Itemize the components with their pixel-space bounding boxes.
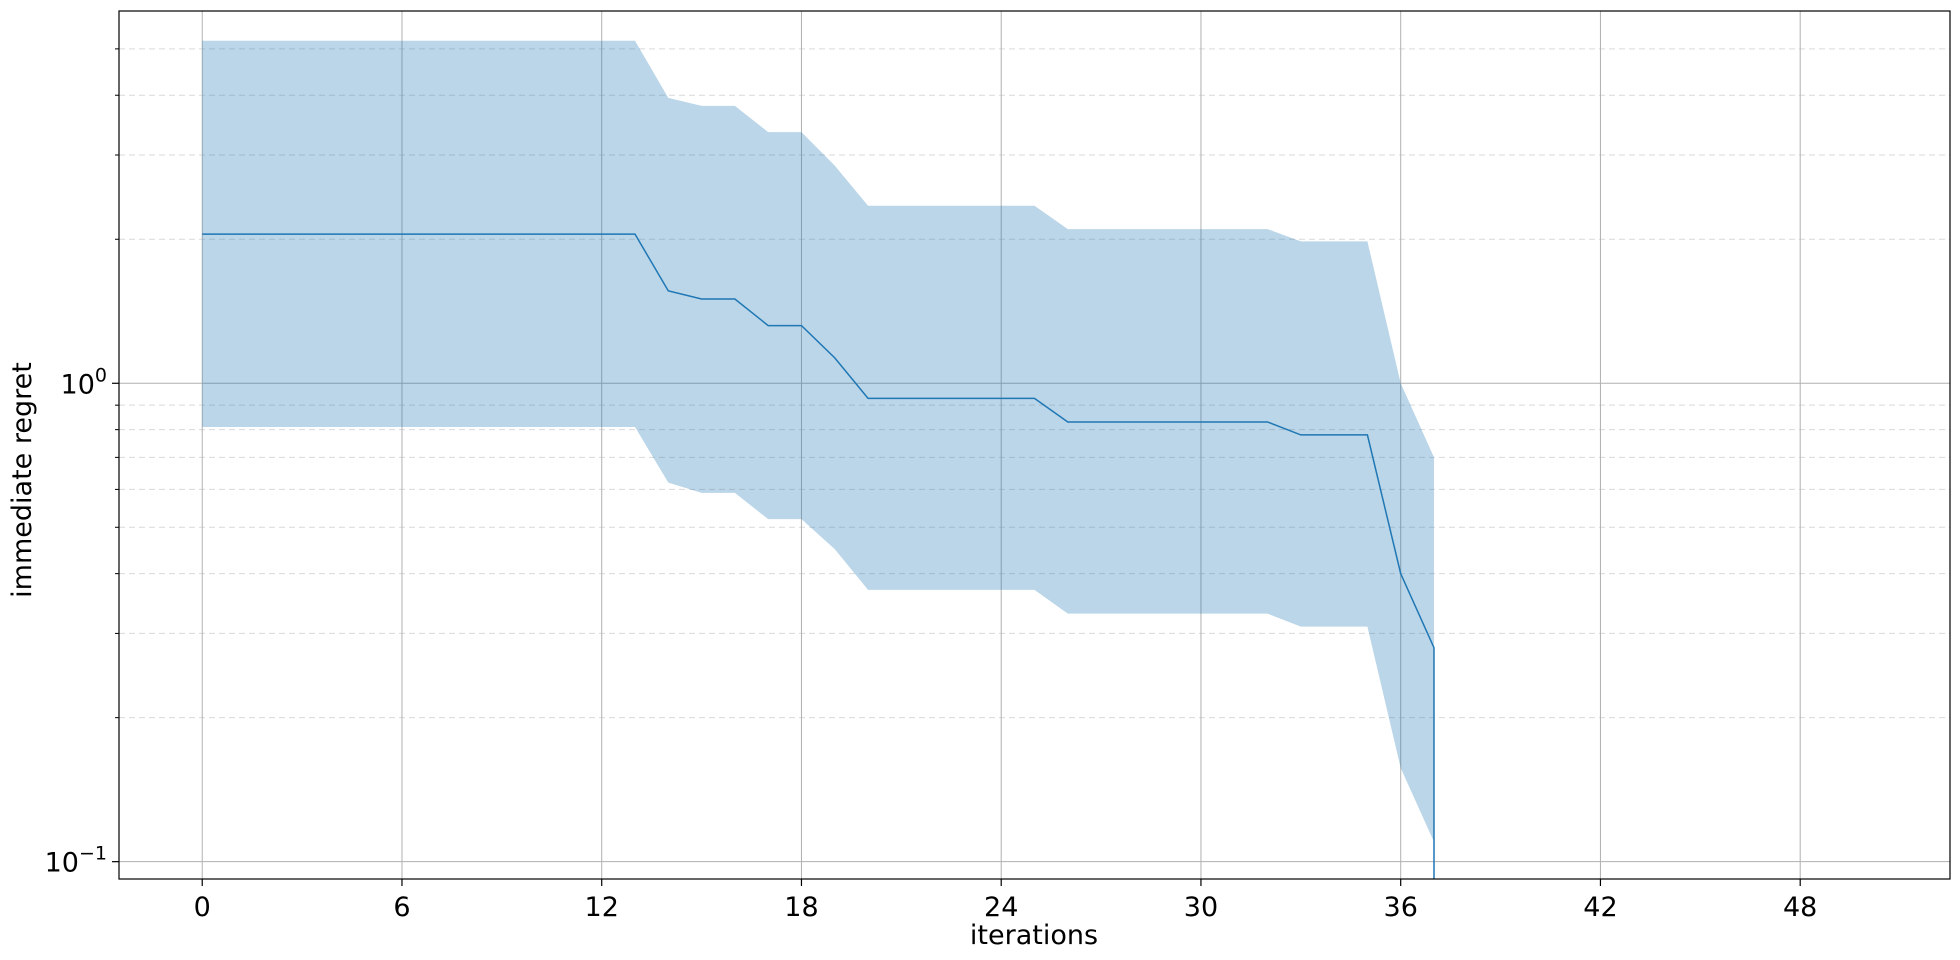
x-tick-label: 36 — [1384, 892, 1418, 923]
y-axis-label: immediate regret — [7, 362, 38, 598]
plot-area — [202, 40, 1435, 879]
x-tick-label: 48 — [1783, 892, 1817, 923]
x-tick-label: 42 — [1583, 892, 1617, 923]
plot-frame — [118, 10, 1951, 880]
confidence-band — [202, 40, 1434, 842]
y-tick-label: 10−1 — [45, 843, 107, 879]
x-tick-label: 24 — [984, 892, 1018, 923]
x-axis-label: iterations — [970, 920, 1098, 951]
x-tick-label: 30 — [1184, 892, 1218, 923]
x-axis-ticks: 0 6 12 18 24 30 36 42 48 — [194, 879, 1817, 923]
x-tick-label: 18 — [784, 892, 818, 923]
x-tick-label: 6 — [393, 892, 410, 923]
mean-regret-line — [202, 233, 1435, 879]
x-tick-label: 12 — [585, 892, 619, 923]
y-axis-ticks: 100 10−1 — [45, 48, 119, 879]
x-tick-label: 0 — [194, 892, 211, 923]
minor-grid — [119, 48, 1950, 719]
y-tick-label: 100 — [61, 364, 107, 400]
major-grid — [119, 11, 1950, 879]
